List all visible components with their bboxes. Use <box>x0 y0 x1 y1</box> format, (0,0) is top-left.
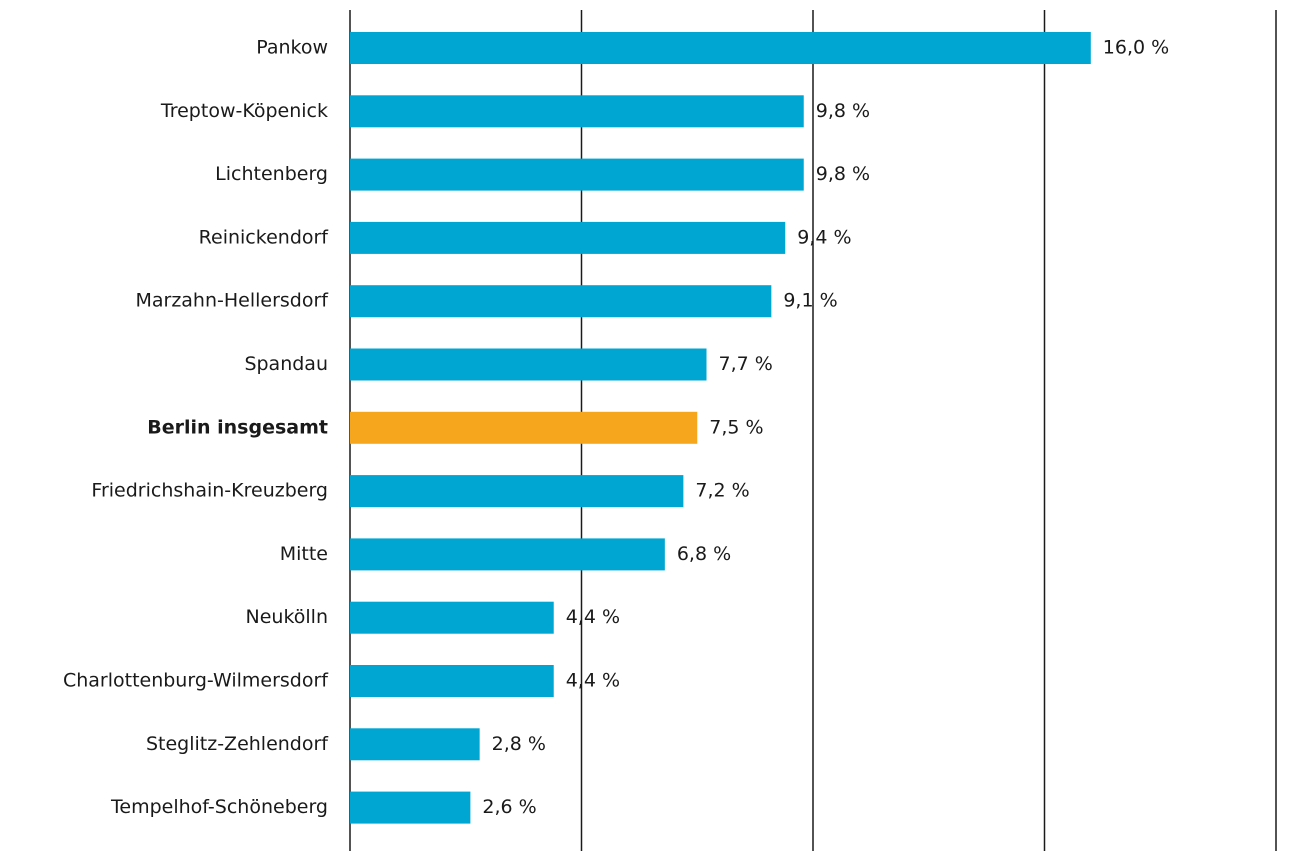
value-label: 9,1 % <box>783 290 837 312</box>
bar <box>350 221 786 254</box>
bar <box>350 665 554 697</box>
value-label: 7,2 % <box>695 480 749 502</box>
bar <box>350 538 665 571</box>
category-label: Lichtenberg <box>215 163 328 185</box>
category-label: Marzahn-Hellersdorf <box>135 290 329 312</box>
category-label: Pankow <box>256 37 328 59</box>
category-label: Treptow-Köpenick <box>160 100 328 122</box>
value-label: 2,8 % <box>492 733 546 755</box>
bar <box>350 791 471 824</box>
value-label: 9,8 % <box>816 100 870 122</box>
category-label: Charlottenburg-Wilmersdorf <box>63 670 329 692</box>
value-label: 9,4 % <box>797 226 851 248</box>
bar <box>350 601 554 634</box>
category-label: Berlin insgesamt <box>147 416 328 438</box>
bar <box>350 411 698 444</box>
bar <box>350 158 804 191</box>
bar <box>350 728 480 761</box>
category-label: Steglitz-Zehlendorf <box>146 733 329 755</box>
category-label: Friedrichshain-Kreuzberg <box>91 480 328 502</box>
value-label: 7,5 % <box>709 416 763 438</box>
category-label: Tempelhof-Schöneberg <box>110 796 328 818</box>
value-label: 2,6 % <box>482 796 536 818</box>
value-label: 16,0 % <box>1103 37 1169 59</box>
value-label: 6,8 % <box>677 543 731 565</box>
value-label: 4,4 % <box>566 606 620 628</box>
bar <box>350 32 1091 64</box>
bar <box>350 95 804 128</box>
category-label: Neukölln <box>246 606 329 628</box>
value-label: 9,8 % <box>816 163 870 185</box>
bar <box>350 348 707 381</box>
category-label: Reinickendorf <box>199 226 330 248</box>
category-label: Mitte <box>280 543 328 565</box>
bar <box>350 475 684 508</box>
value-label: 7,7 % <box>719 353 773 375</box>
bar <box>350 285 772 318</box>
value-label: 4,4 % <box>566 670 620 692</box>
category-label: Spandau <box>244 353 328 375</box>
